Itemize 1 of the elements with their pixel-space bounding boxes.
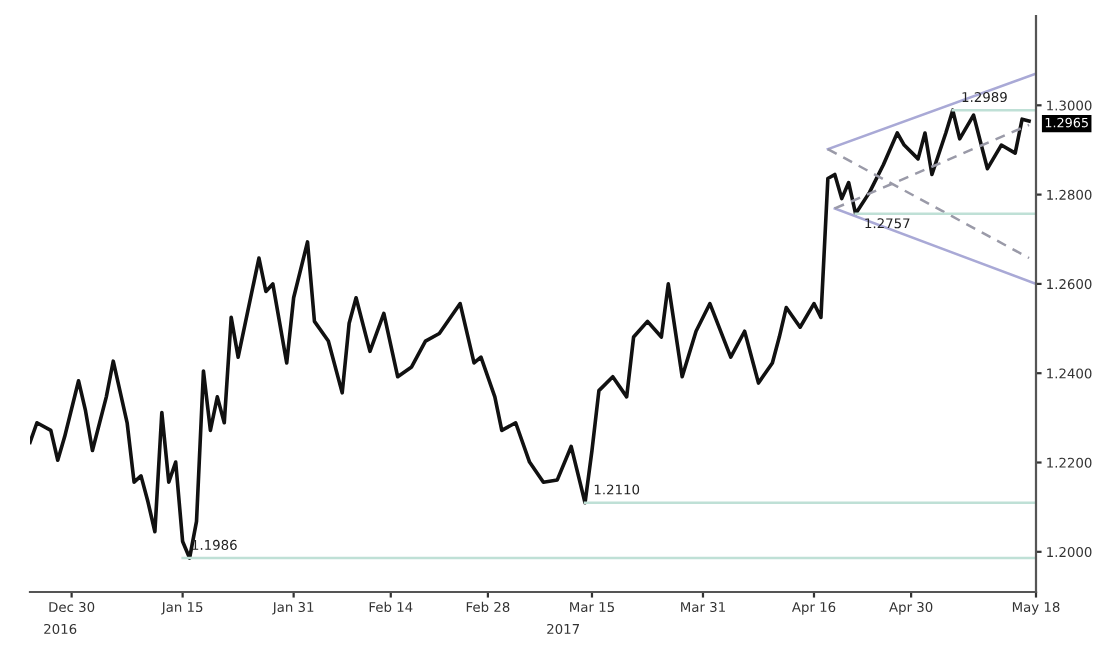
- line-series: [30, 108, 1031, 560]
